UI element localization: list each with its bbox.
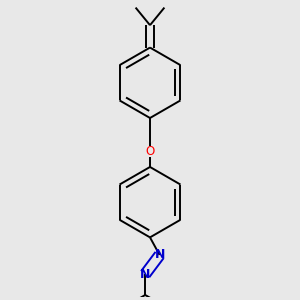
Text: O: O <box>146 145 154 158</box>
Text: N: N <box>154 248 165 262</box>
Text: N: N <box>140 268 150 281</box>
